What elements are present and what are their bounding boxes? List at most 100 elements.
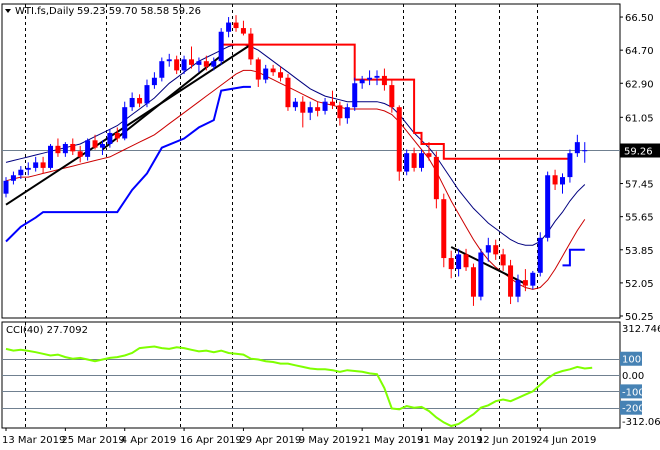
candle	[389, 79, 395, 113]
candle	[255, 57, 261, 87]
candle-body	[560, 177, 565, 185]
price-tick-label: 55.65	[625, 213, 654, 224]
time-tick-label: 12 Jun 2019	[477, 435, 537, 446]
candle	[107, 129, 113, 148]
candle	[159, 57, 165, 82]
time-tick-label: 24 Jun 2019	[536, 435, 596, 446]
candle	[181, 55, 187, 75]
candle	[233, 15, 239, 32]
candle	[300, 96, 306, 128]
candle-body	[40, 162, 46, 168]
candle-body	[263, 68, 269, 80]
candle	[478, 248, 484, 301]
candle	[77, 145, 83, 163]
candle-body	[25, 167, 31, 170]
cci-axis-label: 312.746	[622, 324, 660, 335]
candle-body	[99, 143, 105, 148]
candle-body	[122, 107, 128, 139]
time-tick-label: 9 May 2019	[299, 435, 358, 446]
cci-axis-label: -312.062	[622, 417, 660, 428]
candle-body	[166, 59, 172, 62]
ohlc-label: 59.23 59.70 58.58 59.26	[77, 6, 201, 17]
candle-body	[85, 140, 91, 157]
candle	[211, 57, 217, 71]
candle-body	[48, 145, 54, 168]
candle	[552, 169, 558, 190]
candle	[456, 248, 462, 277]
candle	[174, 55, 180, 75]
candle-body	[322, 101, 328, 111]
candle	[40, 156, 46, 174]
candle-body	[433, 156, 439, 200]
candle-body	[292, 101, 298, 108]
upper-stop-line	[221, 43, 570, 160]
candle-body	[196, 61, 202, 65]
candle-body	[151, 77, 157, 86]
candle	[567, 149, 573, 183]
candle-body	[137, 97, 143, 104]
candle	[263, 64, 269, 84]
candle-body	[337, 105, 343, 119]
candle-body	[359, 79, 365, 84]
candle	[99, 140, 105, 156]
price-tick-label: 50.25	[625, 312, 654, 323]
candle-body	[248, 33, 254, 60]
candle-body	[404, 153, 410, 172]
candle	[315, 101, 321, 117]
candle	[493, 239, 499, 260]
candle-body	[10, 175, 16, 181]
candle-body	[77, 151, 83, 157]
candle-body	[426, 153, 432, 157]
time-tick-label: 4 Apr 2019	[121, 435, 176, 446]
candle	[381, 68, 387, 91]
candle	[404, 149, 410, 176]
price-tick-label: 64.70	[625, 46, 654, 57]
candle	[419, 149, 425, 172]
candle-body	[285, 77, 291, 108]
candle	[25, 162, 31, 176]
fast-moving-average-line	[5, 44, 586, 246]
time-tick-label: 29 Apr 2019	[239, 435, 301, 446]
candle-body	[456, 254, 462, 270]
candle	[359, 75, 365, 89]
candle	[329, 90, 335, 110]
candle	[508, 259, 514, 305]
candle	[137, 94, 143, 108]
candle	[522, 269, 528, 292]
candle	[129, 92, 135, 111]
price-tick-label: 53.85	[625, 246, 654, 257]
current-price-tag	[620, 143, 660, 158]
candle	[18, 166, 24, 179]
candle	[322, 97, 328, 115]
candle-body	[129, 97, 135, 108]
current-price-label: 59.26	[624, 147, 653, 158]
candle-body	[255, 59, 261, 80]
candle	[485, 237, 491, 262]
symbol-label: WTI.fs,Daily	[15, 6, 74, 17]
candle-body	[419, 153, 425, 168]
candle-body	[352, 83, 358, 108]
price-tick-label: 62.90	[625, 79, 654, 90]
cci-axis-label: -200	[622, 404, 645, 415]
candle	[515, 274, 521, 303]
candle	[560, 173, 565, 194]
time-tick-label: 25 Mar 2019	[61, 435, 124, 446]
candle-body	[159, 61, 165, 78]
candle	[344, 103, 350, 124]
candle	[530, 270, 536, 290]
candle	[278, 66, 284, 82]
cci-axis-label: -100	[622, 387, 645, 398]
candle	[545, 171, 551, 242]
price-tick-label: 57.45	[625, 180, 654, 191]
main-pane-frame	[1, 3, 621, 319]
candle-body	[545, 175, 551, 238]
candle-body	[344, 107, 350, 119]
candle	[426, 142, 432, 161]
candle-body	[226, 22, 232, 32]
candle	[448, 250, 454, 279]
time-tick-label: 13 Mar 2019	[2, 435, 65, 446]
candle	[396, 105, 402, 181]
time-tick-label: 31 May 2019	[418, 435, 483, 446]
